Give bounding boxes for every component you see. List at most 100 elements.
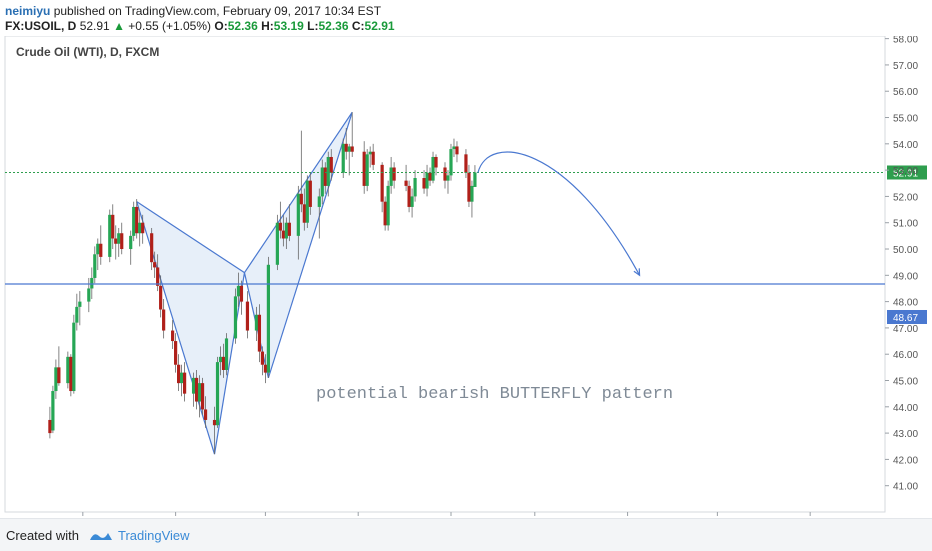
candle[interactable]	[120, 222, 124, 255]
candle[interactable]	[132, 201, 136, 242]
candle[interactable]	[191, 372, 196, 407]
candle[interactable]	[66, 351, 70, 389]
candle[interactable]	[365, 149, 369, 192]
candle[interactable]	[138, 212, 142, 247]
candle[interactable]	[200, 377, 205, 415]
candle[interactable]	[54, 359, 58, 399]
candle[interactable]	[371, 143, 375, 171]
author-link[interactable]: neimiyu	[5, 4, 51, 18]
candle[interactable]	[341, 138, 345, 179]
candle[interactable]	[224, 333, 229, 376]
candle[interactable]	[257, 304, 262, 363]
candle[interactable]	[389, 156, 393, 194]
candle[interactable]	[129, 230, 133, 265]
candle[interactable]	[407, 180, 411, 213]
candle[interactable]	[78, 291, 82, 326]
candle[interactable]	[368, 146, 372, 168]
candle[interactable]	[212, 406, 217, 455]
candle[interactable]	[69, 354, 73, 397]
candle[interactable]	[344, 128, 348, 160]
candle[interactable]	[221, 343, 226, 378]
candle[interactable]	[275, 214, 279, 271]
candle[interactable]	[413, 170, 417, 202]
candle[interactable]	[75, 293, 79, 331]
candle[interactable]	[218, 346, 223, 376]
candle[interactable]	[93, 246, 97, 284]
candle[interactable]	[380, 162, 384, 213]
candle[interactable]	[422, 170, 426, 194]
candle[interactable]	[449, 143, 453, 181]
candle[interactable]	[455, 141, 459, 163]
candle[interactable]	[284, 217, 288, 250]
candle[interactable]	[404, 164, 408, 192]
candle[interactable]	[278, 201, 282, 239]
candle[interactable]	[467, 164, 471, 207]
candle[interactable]	[141, 214, 145, 244]
price-chart[interactable]: 52.91 48.67 41.00 42.00 43.00 44.00 45.00 46.0…	[0, 36, 932, 518]
candle[interactable]	[320, 159, 324, 205]
tradingview-brand-link[interactable]: TradingView	[118, 528, 190, 543]
candle[interactable]	[263, 354, 268, 384]
candle[interactable]	[194, 369, 199, 410]
candle[interactable]	[72, 314, 76, 394]
candle[interactable]	[182, 362, 187, 402]
candle[interactable]	[233, 288, 238, 344]
candle[interactable]	[266, 256, 271, 378]
candle[interactable]	[114, 225, 118, 260]
candle[interactable]	[464, 149, 468, 179]
candle[interactable]	[260, 346, 265, 376]
candle[interactable]	[245, 291, 250, 339]
candle[interactable]	[117, 227, 121, 257]
candle[interactable]	[317, 188, 321, 239]
candle[interactable]	[177, 354, 181, 392]
candle[interactable]	[308, 172, 312, 215]
candle[interactable]	[281, 214, 285, 247]
candle[interactable]	[99, 225, 103, 265]
candle[interactable]	[171, 320, 175, 349]
candle[interactable]	[96, 238, 100, 271]
candle[interactable]	[179, 364, 184, 397]
candle[interactable]	[392, 162, 396, 189]
candle[interactable]	[108, 209, 112, 263]
candle[interactable]	[305, 175, 309, 228]
candle[interactable]	[150, 227, 154, 271]
candle[interactable]	[425, 164, 429, 197]
candle[interactable]	[386, 180, 390, 231]
candle[interactable]	[296, 185, 300, 260]
candle[interactable]	[111, 204, 115, 250]
candle[interactable]	[329, 149, 333, 181]
candle[interactable]	[410, 188, 414, 218]
candle[interactable]	[236, 272, 241, 307]
candle[interactable]	[470, 180, 474, 218]
candle[interactable]	[239, 280, 244, 315]
candle[interactable]	[215, 356, 220, 428]
candle[interactable]	[428, 167, 432, 186]
candle[interactable]	[197, 375, 202, 418]
candle[interactable]	[452, 138, 456, 157]
candle[interactable]	[362, 141, 366, 194]
candle[interactable]	[302, 188, 306, 231]
candle[interactable]	[446, 170, 450, 194]
plot-area[interactable]	[4, 36, 886, 513]
candle[interactable]	[203, 396, 208, 428]
candle[interactable]	[299, 130, 303, 213]
candle[interactable]	[326, 151, 330, 197]
candle[interactable]	[350, 112, 354, 157]
candle[interactable]	[156, 254, 160, 292]
candle[interactable]	[57, 346, 61, 386]
candle[interactable]	[162, 298, 166, 339]
candle[interactable]	[135, 199, 139, 239]
candle[interactable]	[48, 406, 52, 439]
candle[interactable]	[347, 143, 351, 176]
candle[interactable]	[287, 204, 291, 242]
candle[interactable]	[51, 385, 55, 434]
candle[interactable]	[90, 267, 94, 299]
candle[interactable]	[443, 162, 447, 189]
candle[interactable]	[174, 333, 178, 373]
candle[interactable]	[254, 306, 259, 342]
candle[interactable]	[431, 151, 435, 184]
candle[interactable]	[153, 251, 157, 278]
candle[interactable]	[473, 165, 477, 187]
candle[interactable]	[434, 154, 438, 176]
candle[interactable]	[159, 275, 163, 318]
